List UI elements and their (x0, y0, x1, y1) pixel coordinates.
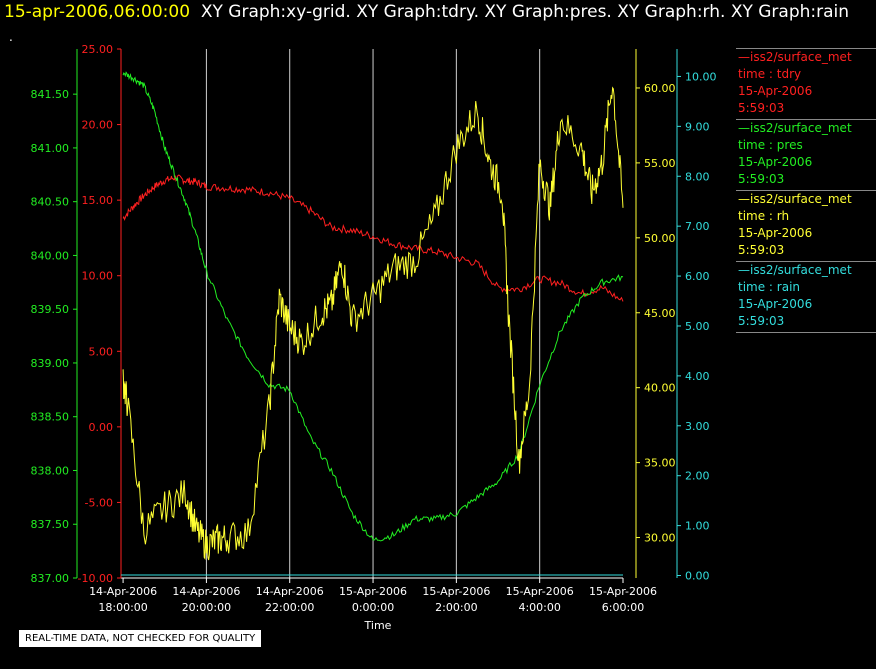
chart-series (122, 71, 624, 576)
x-tick-date: 14-Apr-2006 (89, 585, 157, 598)
rain-tick-label: 4.00 (685, 370, 710, 383)
rain-tick-label: 5.00 (685, 320, 710, 333)
rh-tick-label: 45.00 (644, 307, 676, 320)
rain-tick-label: 2.00 (685, 470, 710, 483)
tdry-tick-label: -10.00 (78, 572, 113, 585)
x-tick-time: 6:00:00 (602, 601, 644, 614)
pres-tick-label: 838.00 (31, 464, 70, 477)
timestamp: 15-apr-2006,06:00:00 (4, 2, 191, 22)
pres-tick-label: 840.00 (31, 249, 70, 262)
rain-tick-label: 8.00 (685, 170, 710, 183)
legend-time: 5:59:03 (738, 314, 785, 328)
chart-grid (205, 49, 541, 578)
graph-title: 15-apr-2006,06:00:00 XY Graph:xy-grid. X… (4, 2, 849, 22)
x-tick-time: 20:00:00 (182, 601, 231, 614)
rain-tick-label: 3.00 (685, 420, 710, 433)
legend-name: —iss2/surface_met (738, 192, 852, 206)
tdry-tick-label: 25.00 (82, 43, 114, 56)
rain-tick-label: 6.00 (685, 270, 710, 283)
legend-date: 15-Apr-2006 (738, 297, 813, 311)
legend-name: —iss2/surface_met (738, 263, 852, 277)
legend-end (736, 332, 876, 335)
rain-tick-label: 1.00 (685, 520, 710, 533)
tdry-tick-label: 5.00 (89, 345, 114, 358)
pres-tick-label: 840.50 (31, 196, 70, 209)
xy-chart[interactable]: 837.00 837.50 838.00 838.50 839.00 839.50 840.… (0, 0, 736, 640)
quality-note: REAL-TIME DATA, NOT CHECKED FOR QUALITY (19, 630, 262, 647)
pres-tick-label: 839.00 (31, 357, 70, 370)
legend-var: time : rain (738, 280, 801, 294)
legend-var: time : pres (738, 138, 803, 152)
pres-tick-label: 841.00 (31, 142, 70, 155)
legend-var: time : tdry (738, 67, 802, 81)
tdry-tick-label: 10.00 (82, 270, 114, 283)
legend-var: time : rh (738, 209, 790, 223)
tdry-series-line (122, 174, 624, 302)
rh-tick-label: 55.00 (644, 157, 676, 170)
rain-tick-label: 7.00 (685, 220, 710, 233)
legend-time: 5:59:03 (738, 243, 785, 257)
chart-axes: 837.00 837.50 838.00 838.50 839.00 839.50 840.… (31, 43, 717, 585)
x-tick-time: 4:00:00 (518, 601, 560, 614)
legend-time: 5:59:03 (738, 172, 785, 186)
x-tick-date: 15-Apr-2006 (339, 585, 407, 598)
x-tick-time: 22:00:00 (265, 601, 314, 614)
x-tick-date: 15-Apr-2006 (589, 585, 657, 598)
legend-date: 15-Apr-2006 (738, 226, 813, 240)
rh-tick-label: 60.00 (644, 82, 676, 95)
pres-series-line (122, 71, 624, 542)
tdry-tick-label: -5.00 (85, 496, 113, 509)
tdry-tick-label: 20.00 (82, 119, 114, 132)
rain-tick-label: 10.00 (685, 70, 717, 83)
x-tick-time: 0:00:00 (352, 601, 394, 614)
legend-date: 15-Apr-2006 (738, 84, 813, 98)
tdry-tick-label: 0.00 (89, 421, 114, 434)
x-tick-time: 2:00:00 (435, 601, 477, 614)
x-tick-date: 14-Apr-2006 (256, 585, 324, 598)
legend: —iss2/surface_met time : tdry 15-Apr-2006 5… (736, 48, 876, 335)
rh-tick-label: 30.00 (644, 532, 676, 545)
x-tick-date: 14-Apr-2006 (172, 585, 240, 598)
legend-date: 15-Apr-2006 (738, 155, 813, 169)
pres-tick-label: 839.50 (31, 303, 70, 316)
x-axis-label: Time (364, 619, 392, 632)
rain-tick-label: 0.00 (685, 570, 710, 583)
legend-name: —iss2/surface_met (738, 121, 852, 135)
graph-list: XY Graph:xy-grid. XY Graph:tdry. XY Grap… (200, 2, 850, 22)
pres-tick-label: 837.00 (31, 572, 70, 585)
legend-time: 5:59:03 (738, 101, 785, 115)
pres-tick-label: 837.50 (31, 518, 70, 531)
rh-tick-label: 40.00 (644, 382, 676, 395)
rh-series-line (122, 86, 624, 561)
tdry-tick-label: 15.00 (82, 194, 114, 207)
x-ticks: 14-Apr-2006 18:00:00 14-Apr-2006 20:00:00 14… (89, 578, 657, 614)
x-tick-date: 15-Apr-2006 (506, 585, 574, 598)
pres-tick-label: 841.50 (31, 88, 70, 101)
x-tick-date: 15-Apr-2006 (422, 585, 490, 598)
legend-name: —iss2/surface_met (738, 50, 852, 64)
rain-tick-label: 9.00 (685, 120, 710, 133)
rh-tick-label: 35.00 (644, 457, 676, 470)
rh-tick-label: 50.00 (644, 232, 676, 245)
pres-tick-label: 838.50 (31, 411, 70, 424)
x-tick-time: 18:00:00 (98, 601, 147, 614)
status-dot: . (9, 30, 13, 44)
